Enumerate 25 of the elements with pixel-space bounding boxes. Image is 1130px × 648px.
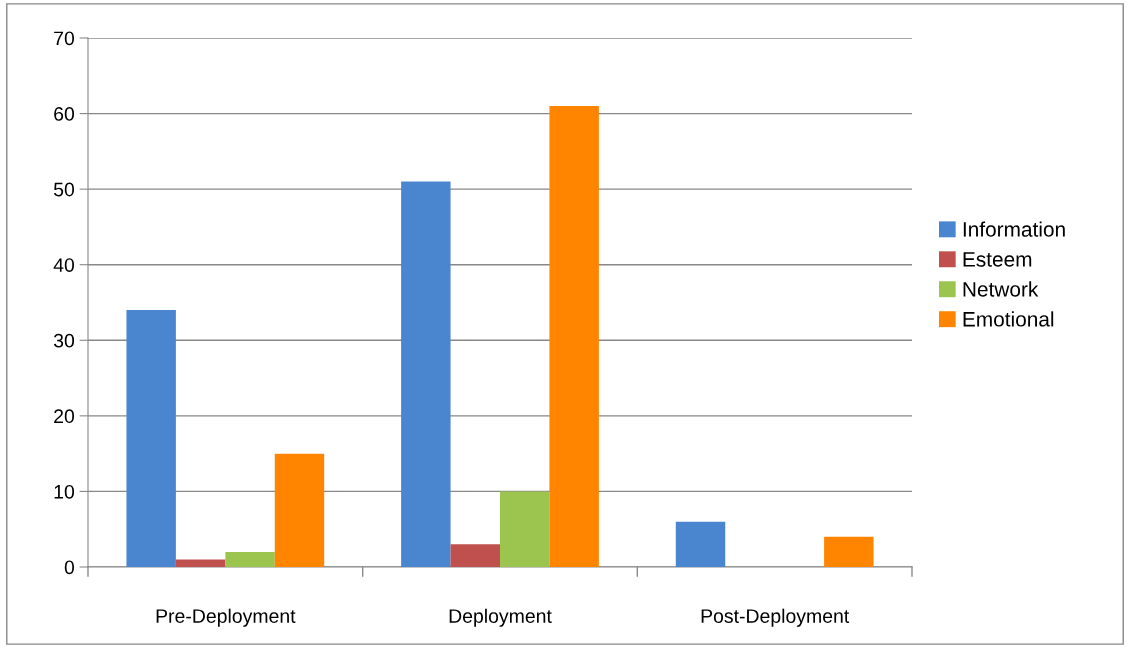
bar — [401, 181, 451, 567]
bar — [549, 106, 599, 567]
legend-label: Esteem — [963, 252, 1032, 267]
y-tick-label: 50 — [53, 182, 75, 197]
x-tick-label: Pre-Deployment — [156, 608, 296, 627]
y-tick-label: 30 — [53, 333, 75, 348]
x-tick-label: Deployment — [449, 608, 552, 627]
bar — [450, 544, 500, 567]
y-tick-label: 60 — [54, 107, 75, 121]
bar — [675, 521, 726, 567]
bar — [225, 551, 275, 567]
y-tick-label: 40 — [53, 258, 75, 272]
y-tick-label: 70 — [54, 31, 75, 46]
bar — [175, 559, 226, 567]
x-tick-label: Post-Deployment — [701, 608, 850, 627]
bar — [824, 536, 874, 567]
bar — [500, 491, 550, 567]
y-tick-label: 0 — [64, 560, 75, 575]
legend-label: Network — [963, 281, 1039, 297]
bar — [274, 453, 325, 567]
y-tick-label: 10 — [54, 484, 75, 499]
legend-label: Information — [963, 221, 1065, 237]
y-tick-label: 20 — [54, 409, 75, 424]
legend-label: Emotional — [963, 311, 1054, 327]
bar — [126, 310, 176, 567]
